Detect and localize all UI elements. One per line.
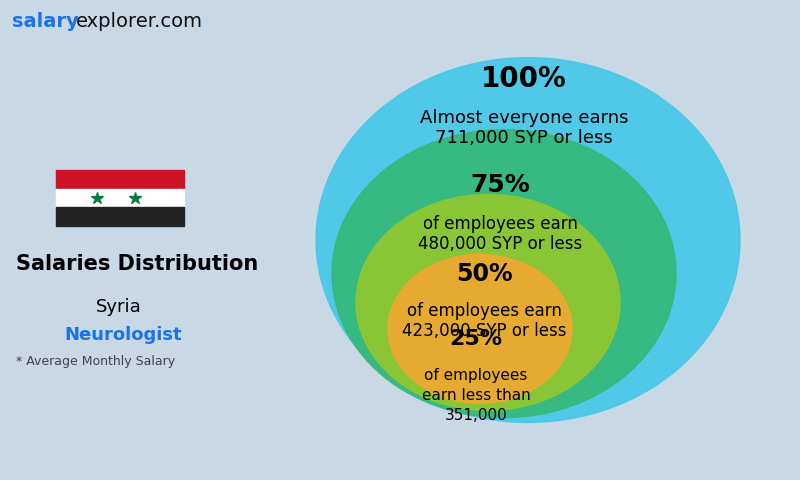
Ellipse shape (332, 130, 676, 418)
Text: 50%: 50% (456, 262, 512, 286)
Ellipse shape (316, 58, 740, 422)
Text: Syria: Syria (96, 298, 142, 316)
Text: earn less than: earn less than (422, 388, 530, 403)
Text: explorer.com: explorer.com (76, 12, 203, 31)
Text: 100%: 100% (481, 65, 567, 93)
Bar (56, 170, 184, 189)
Text: Almost everyone earns: Almost everyone earns (420, 109, 628, 127)
Text: 75%: 75% (470, 173, 530, 197)
Ellipse shape (356, 194, 620, 410)
Text: 423,000 SYP or less: 423,000 SYP or less (402, 323, 566, 340)
Text: of employees earn: of employees earn (406, 302, 562, 320)
Text: * Average Monthly Salary: * Average Monthly Salary (16, 355, 175, 368)
Text: 25%: 25% (450, 329, 502, 349)
Text: 480,000 SYP or less: 480,000 SYP or less (418, 235, 582, 252)
Text: of employees earn: of employees earn (422, 215, 578, 233)
Text: Neurologist: Neurologist (64, 326, 182, 345)
Text: of employees: of employees (424, 368, 528, 383)
Text: 351,000: 351,000 (445, 408, 507, 423)
Text: salary: salary (12, 12, 78, 31)
Ellipse shape (388, 254, 572, 403)
Bar (56, 207, 184, 226)
Bar (56, 189, 184, 207)
Text: 711,000 SYP or less: 711,000 SYP or less (435, 129, 613, 147)
Text: Salaries Distribution: Salaries Distribution (16, 254, 258, 275)
